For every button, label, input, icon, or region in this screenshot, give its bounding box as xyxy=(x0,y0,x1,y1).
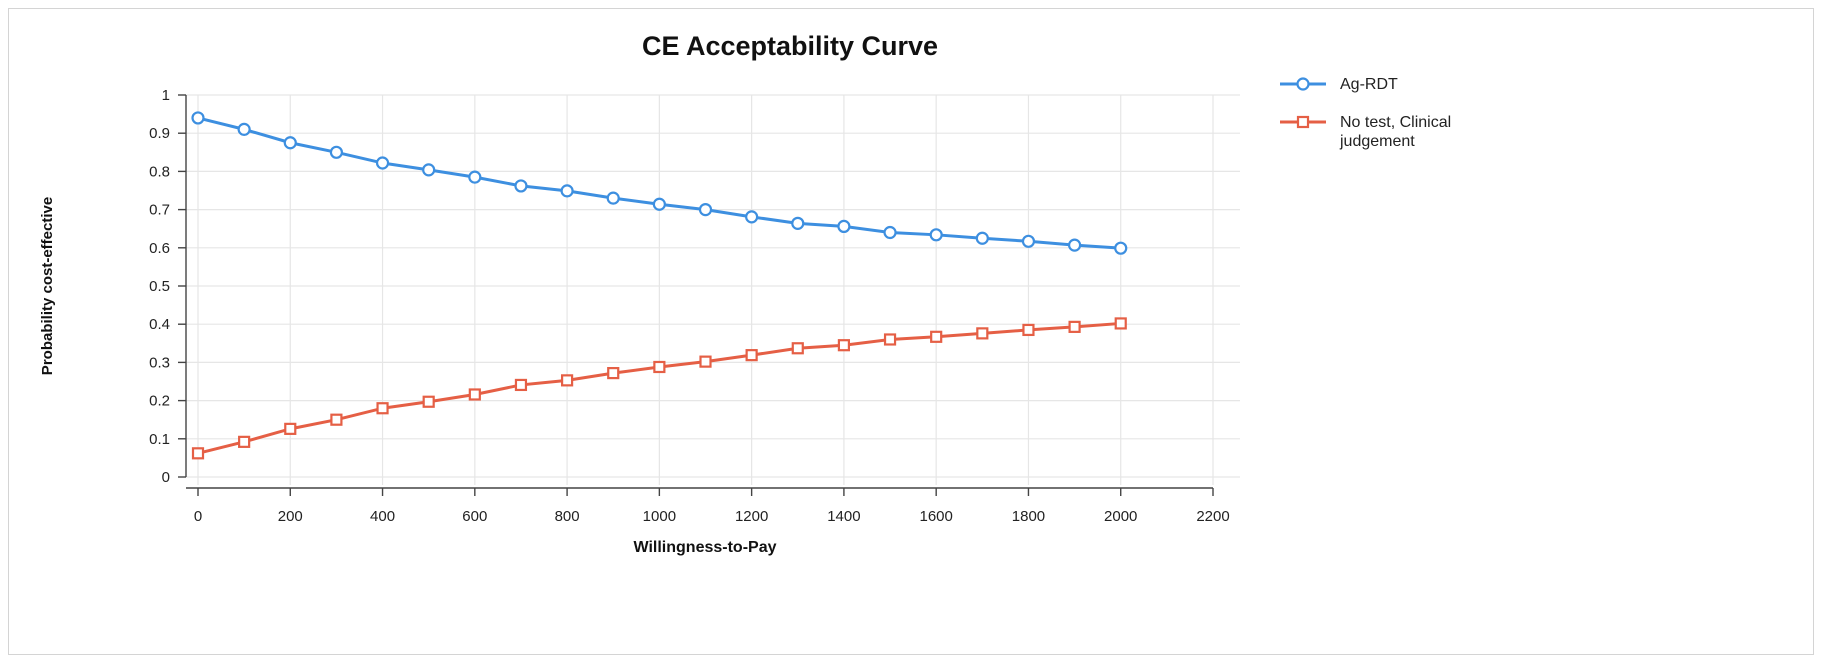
data-point xyxy=(376,402,389,415)
x-tick-label: 600 xyxy=(462,508,487,525)
x-tick-label: 1800 xyxy=(1012,508,1045,525)
data-point xyxy=(606,191,620,205)
data-point xyxy=(930,330,943,343)
x-axis-label: Willingness-to-Pay xyxy=(634,539,777,556)
y-tick-label: 0.6 xyxy=(149,240,170,257)
data-point xyxy=(837,339,851,352)
x-tick-label: 1600 xyxy=(919,508,952,525)
data-point xyxy=(975,231,989,245)
data-point xyxy=(191,111,205,125)
data-point xyxy=(560,184,574,198)
x-tick-label: 1000 xyxy=(643,508,676,525)
y-tick-label: 0.2 xyxy=(149,393,170,410)
y-tick-label: 0.5 xyxy=(149,278,170,295)
x-tick-label: 2200 xyxy=(1196,508,1229,525)
data-point xyxy=(468,388,481,401)
data-point xyxy=(422,163,436,177)
data-point xyxy=(929,228,943,242)
data-point xyxy=(1067,238,1082,252)
data-point xyxy=(653,360,666,374)
data-point xyxy=(745,349,758,362)
x-tick-label: 1200 xyxy=(735,508,768,525)
data-point xyxy=(514,378,528,392)
data-point xyxy=(329,145,344,159)
data-point xyxy=(883,225,897,240)
x-tick-label: 1400 xyxy=(827,508,860,525)
data-point xyxy=(883,333,897,346)
data-point xyxy=(652,197,666,211)
data-point xyxy=(1068,320,1081,333)
x-tick-label: 2000 xyxy=(1104,508,1137,525)
data-point xyxy=(1114,241,1128,255)
x-tick-label: 0 xyxy=(194,508,202,525)
chart-frame xyxy=(8,8,1814,655)
data-point xyxy=(837,219,851,234)
y-tick-label: 0 xyxy=(162,469,170,486)
data-point xyxy=(560,374,574,387)
x-tick-label: 400 xyxy=(370,508,395,525)
data-point xyxy=(791,216,805,230)
data-point xyxy=(468,170,482,184)
chart-title: CE Acceptability Curve xyxy=(642,31,938,61)
data-point xyxy=(698,203,713,217)
y-tick-label: 0.9 xyxy=(149,125,170,142)
data-point xyxy=(330,413,343,426)
y-tick-label: 1 xyxy=(162,87,170,104)
data-point xyxy=(745,210,759,224)
y-tick-label: 0.8 xyxy=(149,163,170,180)
y-tick-label: 0.7 xyxy=(149,202,170,219)
x-tick-label: 800 xyxy=(555,508,580,525)
x-tick-label: 200 xyxy=(278,508,303,525)
y-axis-label: Probability cost-effective xyxy=(39,197,56,375)
legend-label: No test, Clinical judgement xyxy=(1339,114,1451,150)
data-point xyxy=(1021,234,1036,248)
legend-label: Ag-RDT xyxy=(1340,76,1398,93)
data-point xyxy=(284,422,297,435)
data-point xyxy=(607,366,620,380)
data-point xyxy=(699,355,712,368)
y-tick-label: 0.4 xyxy=(149,316,170,333)
data-point xyxy=(422,395,435,408)
data-point xyxy=(191,447,205,460)
legend-marker xyxy=(1296,115,1310,129)
data-point xyxy=(238,435,251,448)
data-point xyxy=(1114,317,1127,330)
data-point xyxy=(791,342,804,355)
data-point xyxy=(976,327,989,340)
data-point xyxy=(283,136,297,150)
y-tick-label: 0.1 xyxy=(149,431,170,448)
data-point xyxy=(514,179,528,193)
data-point xyxy=(375,156,390,170)
legend-marker xyxy=(1296,77,1310,91)
data-point xyxy=(237,122,251,136)
y-tick-label: 0.3 xyxy=(149,354,170,371)
data-point xyxy=(1022,323,1035,337)
